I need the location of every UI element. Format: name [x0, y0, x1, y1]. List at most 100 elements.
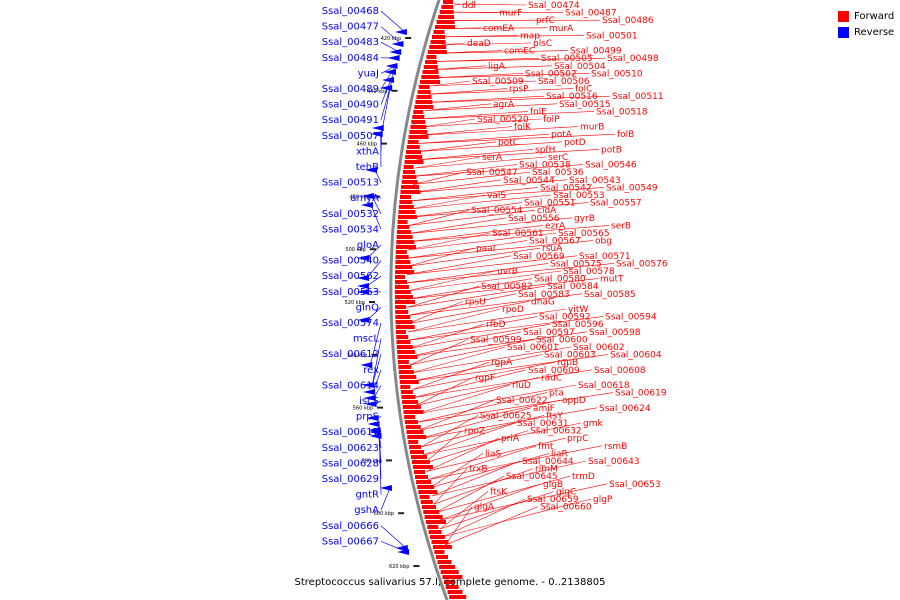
forward-gene-label: Ssal_00571 — [579, 252, 631, 262]
forward-gene-label: ligA — [488, 62, 506, 72]
forward-leader-line — [406, 270, 496, 292]
forward-gene-block — [395, 280, 407, 284]
forward-gene-label: Ssal_00601 — [507, 343, 559, 353]
forward-leader-line — [434, 65, 487, 70]
forward-gene-label: potA — [551, 130, 573, 140]
forward-leader-line — [414, 377, 474, 407]
kbp-tick-label: 460 kbp — [357, 142, 377, 148]
reverse-leader-line — [380, 79, 393, 121]
forward-gene-block — [406, 150, 421, 154]
forward-leader-line — [408, 217, 573, 234]
reverse-gene-label: Ssal_00489 — [322, 84, 379, 95]
forward-gene-label: Ssal_00518 — [596, 107, 648, 117]
reverse-gene-arrow — [397, 549, 410, 555]
forward-gene-label: plsC — [533, 39, 552, 49]
forward-leader-line — [435, 475, 571, 513]
legend-label-reverse: Reverse — [854, 26, 895, 38]
forward-leader-line — [426, 95, 545, 103]
reverse-gene-arrow — [361, 193, 374, 199]
forward-gene-label: Ssal_00644 — [522, 457, 574, 467]
reverse-leader-line — [371, 195, 382, 199]
reverse-leader-line — [377, 423, 382, 433]
reverse-gene-arrow — [360, 202, 373, 208]
forward-gene-label: ddl — [462, 1, 476, 11]
forward-leader-line — [434, 65, 553, 70]
forward-gene-block — [423, 510, 440, 514]
forward-gene-label: priA — [501, 434, 520, 444]
reverse-gene-label: Ssal_00563 — [322, 287, 379, 298]
forward-gene-label: Ssal_00510 — [591, 69, 643, 79]
forward-leader-line — [415, 156, 547, 169]
forward-leader-line — [418, 399, 561, 431]
forward-gene-block — [428, 530, 442, 534]
forward-gene-block — [412, 115, 425, 119]
forward-leader-line — [428, 88, 508, 95]
forward-gene-label: Ssal_00486 — [602, 16, 654, 26]
forward-leader-line — [412, 361, 490, 390]
reverse-gene-label: Ssal_00532 — [322, 209, 379, 220]
forward-leader-line — [414, 164, 584, 177]
forward-gene-label: agrA — [493, 100, 515, 110]
forward-gene-label: ezrA — [545, 221, 566, 231]
forward-leader-line — [438, 50, 569, 54]
reverse-gene-label: prpS — [356, 412, 379, 423]
reverse-gene-arrow — [368, 429, 381, 435]
forward-leader-line — [407, 247, 541, 267]
reverse-gene-label: Ssal_00667 — [322, 536, 379, 547]
reverse-gene-arrow — [357, 317, 370, 323]
forward-gene-block — [413, 110, 424, 114]
forward-leader-line — [417, 141, 497, 152]
forward-leader-line — [407, 285, 546, 308]
forward-leader-line — [421, 118, 476, 128]
forward-gene-label: Ssal_00592 — [539, 313, 591, 323]
forward-leader-line — [421, 415, 545, 448]
reverse-leader-line — [366, 260, 382, 279]
forward-gene-block — [445, 585, 459, 589]
kbp-tick-label: 420 kbp — [381, 36, 401, 42]
legend-label-forward: Forward — [854, 10, 895, 22]
forward-gene-label: serC — [548, 153, 568, 163]
forward-leader-line — [440, 491, 555, 530]
forward-gene-label: yitW — [568, 305, 588, 315]
forward-gene-label: rfbD — [486, 320, 506, 330]
forward-gene-label: amiF — [533, 404, 555, 414]
reverse-gene-label: gloA — [357, 240, 379, 251]
forward-gene-block — [396, 345, 413, 349]
forward-gene-block — [424, 515, 443, 519]
reverse-gene-label: gshA — [354, 505, 379, 516]
forward-gene-label: Ssal_00643 — [588, 457, 640, 467]
forward-gene-label: Ssal_00575 — [550, 259, 602, 269]
forward-gene-block — [423, 65, 438, 69]
forward-gene-block — [430, 535, 445, 539]
forward-leader-line — [419, 133, 616, 144]
forward-gene-label: prpC — [567, 434, 588, 444]
forward-leader-line — [413, 171, 465, 185]
forward-gene-block — [442, 575, 463, 579]
forward-gene-block — [404, 420, 418, 424]
forward-gene-block — [395, 270, 415, 274]
reverse-gene-label: Ssal_00507 — [322, 131, 379, 142]
forward-gene-block — [401, 180, 418, 184]
forward-gene-label: Ssal_00543 — [569, 176, 621, 186]
forward-gene-label: Ssal_00580 — [534, 275, 586, 285]
forward-gene-block — [436, 20, 455, 24]
forward-leader-line — [409, 202, 589, 218]
forward-gene-label: glgC — [556, 487, 576, 497]
forward-gene-block — [396, 245, 416, 249]
forward-gene-label: Ssal_00625 — [480, 411, 532, 421]
forward-gene-block — [403, 410, 424, 414]
forward-gene-block — [422, 505, 436, 509]
reverse-gene-arrow — [356, 275, 369, 281]
forward-gene-label: Ssal_00474 — [528, 1, 580, 11]
forward-leader-line — [416, 149, 600, 161]
reverse-leader-line — [376, 416, 382, 419]
forward-leader-line — [420, 126, 579, 136]
forward-gene-block — [433, 30, 445, 34]
forward-leader-line — [440, 491, 489, 530]
forward-gene-label: liaR — [551, 449, 568, 459]
forward-gene-block — [418, 490, 438, 494]
forward-gene-label: folB — [617, 130, 634, 140]
forward-gene-block — [449, 595, 467, 599]
forward-leader-line — [408, 323, 485, 349]
forward-gene-block — [397, 350, 416, 354]
